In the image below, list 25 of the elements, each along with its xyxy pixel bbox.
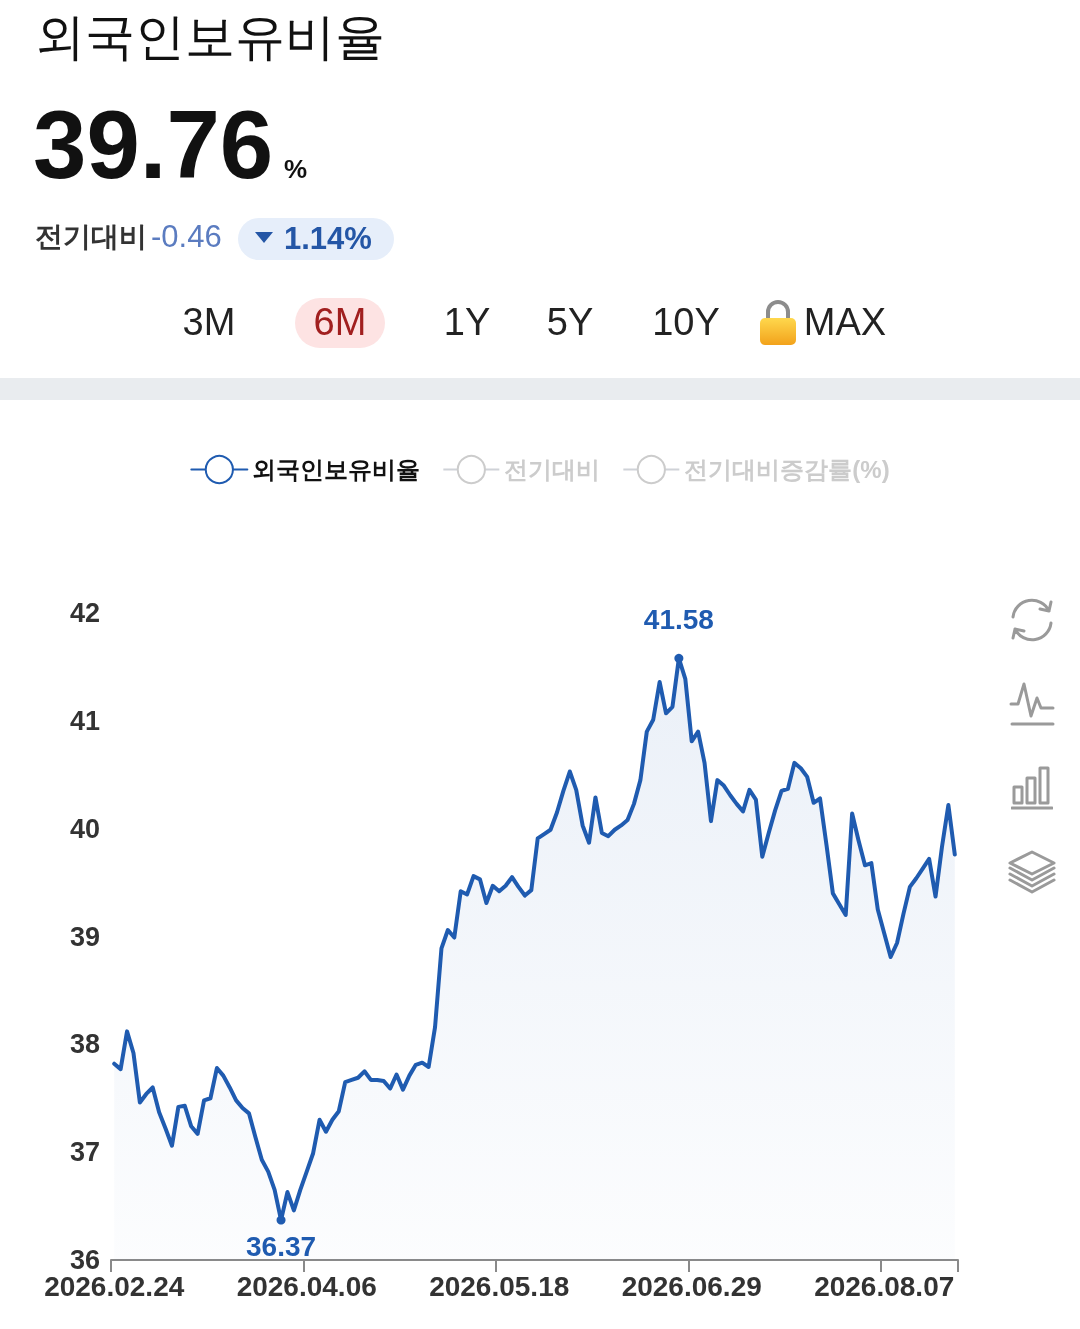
text: MAX [802, 301, 888, 343]
y-tick-label: 40 [69, 813, 100, 844]
text: 1.14% [284, 221, 372, 257]
x-tick-label: 2026.05.18 [429, 1270, 570, 1302]
legend-label: 외국인보유비율 [252, 456, 421, 484]
x-tick-label: 2026.04.06 [236, 1270, 377, 1302]
x-tick-label: 2026.06.29 [621, 1270, 762, 1302]
text: 10Y [651, 301, 721, 343]
text: 1Y [442, 301, 492, 343]
x-tick-label: 2026.08.07 [814, 1270, 955, 1302]
data-label: 41.58 [643, 604, 714, 636]
text: % [284, 154, 308, 184]
text: 6M [312, 301, 368, 343]
data-label: 36.37 [246, 1231, 317, 1263]
text: -0.46 [151, 219, 222, 255]
text: 3M [181, 301, 237, 343]
text: 전기대비 [35, 220, 147, 254]
y-tick-label: 37 [69, 1137, 100, 1168]
y-tick-label: 42 [69, 598, 100, 628]
y-tick-label: 39 [69, 921, 100, 952]
text: 39.76 [33, 91, 274, 198]
y-tick-label: 41 [69, 705, 100, 736]
chart-title: 외국인보유비율 [35, 8, 385, 67]
text: 5Y [545, 301, 595, 343]
y-tick-label: 38 [69, 1029, 100, 1060]
